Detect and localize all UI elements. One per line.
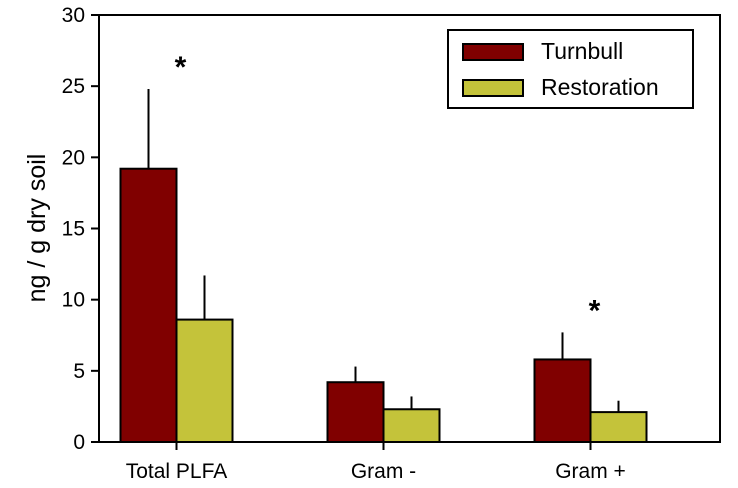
x-tick-label: Total PLFA (126, 460, 228, 483)
legend-label-turnbull: Turnbull (541, 38, 623, 64)
x-axis: Total PLFA Gram - Gram + (126, 442, 626, 483)
bar-restoration-1 (175, 318, 234, 443)
bars (119, 89, 648, 444)
y-tick-label: 10 (62, 289, 85, 312)
bar-restoration-2 (382, 408, 441, 444)
legend: Turnbull Restoration (447, 29, 694, 109)
legend-swatch-restoration (462, 79, 524, 97)
annotations: ** (175, 51, 601, 327)
legend-label-restoration: Restoration (541, 74, 659, 100)
y-tick-label: 30 (62, 4, 85, 27)
y-tick-label: 15 (62, 218, 85, 241)
y-axis: 0 5 10 15 20 25 30 (62, 4, 99, 454)
x-tick-label: Gram - (351, 460, 416, 483)
legend-swatch-turnbull (462, 43, 524, 61)
y-tick-label: 5 (73, 360, 85, 383)
y-axis-title: ng / g dry soil (23, 154, 51, 303)
bar-turnbull-1 (119, 167, 178, 443)
significance-marker: * (175, 51, 187, 84)
significance-marker: * (589, 294, 601, 327)
y-tick-label: 0 (73, 431, 85, 454)
bar-turnbull-3 (533, 358, 592, 443)
x-tick-label: Gram + (555, 460, 626, 483)
y-tick-label: 20 (62, 146, 85, 169)
bar-restoration-3 (589, 411, 648, 443)
y-tick-label: 25 (62, 75, 85, 98)
bar-turnbull-2 (326, 381, 385, 443)
